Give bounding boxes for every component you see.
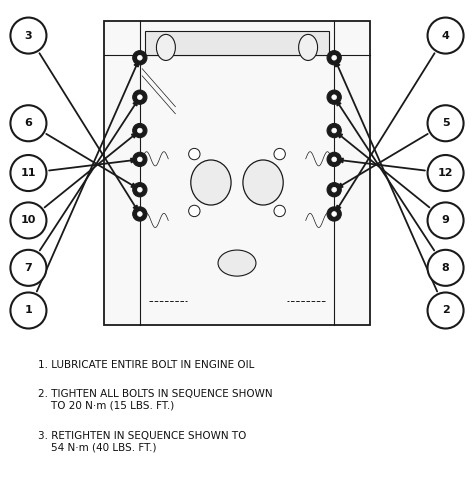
Circle shape	[332, 211, 337, 216]
Circle shape	[428, 203, 464, 239]
Text: 11: 11	[21, 168, 36, 178]
Bar	[145, 31, 329, 55]
Text: 4: 4	[442, 31, 449, 40]
Text: 1: 1	[25, 306, 32, 316]
Circle shape	[137, 95, 142, 100]
Ellipse shape	[218, 250, 256, 276]
Circle shape	[327, 182, 341, 197]
Circle shape	[428, 18, 464, 54]
Circle shape	[274, 148, 285, 160]
Text: 7: 7	[25, 263, 32, 273]
Circle shape	[327, 90, 341, 105]
Circle shape	[428, 250, 464, 286]
Ellipse shape	[299, 35, 318, 61]
Circle shape	[332, 128, 337, 133]
Circle shape	[133, 51, 147, 65]
Circle shape	[428, 292, 464, 328]
Circle shape	[10, 105, 46, 141]
Ellipse shape	[243, 160, 283, 205]
Circle shape	[189, 205, 200, 216]
Circle shape	[137, 157, 142, 162]
Circle shape	[274, 205, 285, 216]
Circle shape	[10, 155, 46, 191]
Circle shape	[10, 292, 46, 328]
Text: 2. TIGHTEN ALL BOLTS IN SEQUENCE SHOWN
    TO 20 N·m (15 LBS. FT.): 2. TIGHTEN ALL BOLTS IN SEQUENCE SHOWN T…	[38, 388, 273, 410]
Circle shape	[327, 123, 341, 138]
Circle shape	[332, 55, 337, 60]
Text: 3. RETIGHTEN IN SEQUENCE SHOWN TO
    54 N·m (40 LBS. FT.): 3. RETIGHTEN IN SEQUENCE SHOWN TO 54 N·m…	[38, 431, 246, 453]
Ellipse shape	[191, 160, 231, 205]
Ellipse shape	[156, 35, 175, 61]
Circle shape	[327, 207, 341, 221]
Circle shape	[428, 105, 464, 141]
Circle shape	[332, 95, 337, 100]
Circle shape	[332, 157, 337, 162]
Circle shape	[189, 148, 200, 160]
Bar	[104, 21, 370, 325]
Text: 3: 3	[25, 31, 32, 40]
Circle shape	[137, 55, 142, 60]
Circle shape	[133, 207, 147, 221]
Text: 10: 10	[21, 215, 36, 225]
Circle shape	[327, 51, 341, 65]
Circle shape	[133, 90, 147, 105]
Circle shape	[327, 152, 341, 167]
Text: 9: 9	[442, 215, 449, 225]
Circle shape	[133, 182, 147, 197]
Circle shape	[137, 187, 142, 192]
Circle shape	[428, 155, 464, 191]
Circle shape	[10, 203, 46, 239]
Text: 8: 8	[442, 263, 449, 273]
Circle shape	[332, 187, 337, 192]
Circle shape	[133, 123, 147, 138]
Text: 1. LUBRICATE ENTIRE BOLT IN ENGINE OIL: 1. LUBRICATE ENTIRE BOLT IN ENGINE OIL	[38, 360, 254, 370]
Circle shape	[133, 152, 147, 167]
Text: 2: 2	[442, 306, 449, 316]
Circle shape	[10, 250, 46, 286]
Text: 5: 5	[442, 118, 449, 128]
Text: 12: 12	[438, 168, 453, 178]
Circle shape	[137, 211, 142, 216]
Circle shape	[10, 18, 46, 54]
Circle shape	[137, 128, 142, 133]
Text: 6: 6	[25, 118, 32, 128]
